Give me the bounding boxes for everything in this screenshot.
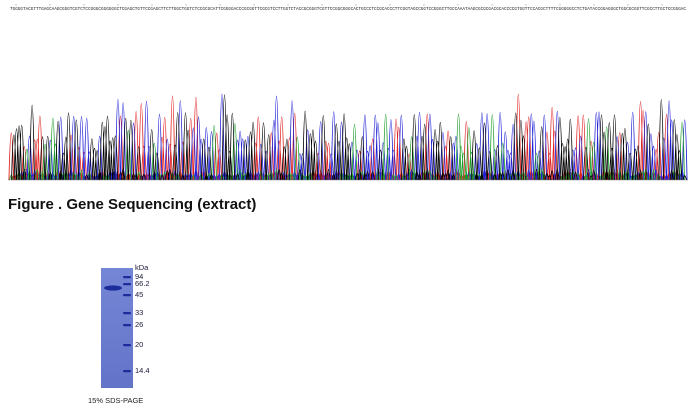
- marker-band: [123, 312, 131, 315]
- marker-band: [123, 370, 131, 373]
- marker-band: [123, 344, 131, 347]
- base-call-sequence: TGGGGTACGTTTGAGCAAGCGGGTCGTCTCCGGGCGGGGG…: [10, 8, 687, 12]
- kda-unit-label: kDa: [135, 263, 149, 272]
- marker-band: [123, 283, 131, 286]
- sequencing-chromatogram: TGGGGTACGTTTGAGCAAGCGGGTCGTCTCCGGGCGGGGG…: [8, 4, 688, 181]
- marker-label: 45: [135, 290, 144, 299]
- marker-label: 26: [135, 320, 144, 329]
- chromatogram-traces: [8, 93, 688, 181]
- sample-band: [104, 285, 122, 291]
- marker-band: [123, 294, 131, 297]
- marker-label: 14.4: [135, 366, 150, 375]
- gel-image: [101, 268, 133, 388]
- marker-band: [123, 324, 131, 327]
- marker-label: 20: [135, 340, 144, 349]
- sds-page-gel-panel: kDa 94 66.2 45 33 26 20 14.4: [95, 264, 165, 394]
- marker-ladder-bands: [123, 276, 131, 373]
- base-call-header: TGGGGTACGTTTGAGCAAGCGGGTCGTCTCCGGGCGGGGG…: [10, 4, 687, 12]
- marker-label: 94: [135, 272, 144, 281]
- gel-caption: 15% SDS-PAGE: [88, 396, 144, 405]
- marker-band: [123, 276, 131, 279]
- figure-caption: Figure . Gene Sequencing (extract): [8, 196, 257, 213]
- trace-T: [8, 93, 679, 181]
- marker-label: 66.2: [135, 279, 150, 288]
- trace-G: [11, 94, 687, 181]
- base-position-ticks: [15, 4, 663, 6]
- marker-label: 33: [135, 308, 144, 317]
